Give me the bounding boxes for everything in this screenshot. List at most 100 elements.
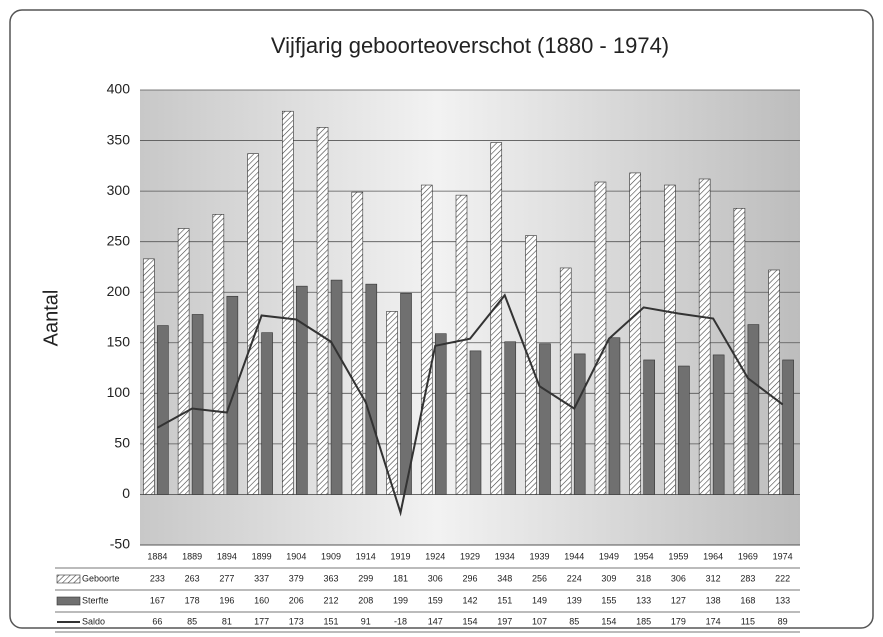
x-tick-label: 1944 <box>564 551 584 561</box>
table-value: 283 <box>740 573 755 583</box>
x-tick-label: 1974 <box>773 551 793 561</box>
x-tick-label: 1914 <box>356 551 376 561</box>
bar <box>143 258 155 495</box>
table-value: 318 <box>636 573 651 583</box>
y-tick-label: 350 <box>107 131 131 147</box>
table-value: 138 <box>706 595 721 605</box>
bar <box>316 127 329 495</box>
table-value: 167 <box>150 595 165 605</box>
table-value: 196 <box>219 595 234 605</box>
table-value: 263 <box>185 573 200 583</box>
y-tick-label: 0 <box>122 485 130 501</box>
bar <box>420 184 433 495</box>
y-axis-label: Aantal <box>40 290 62 347</box>
bar <box>177 228 190 495</box>
x-tick-label: 1894 <box>217 551 237 561</box>
table-value: -18 <box>394 616 407 626</box>
bar <box>608 337 621 495</box>
bar <box>559 267 572 495</box>
table-value: 222 <box>775 573 790 583</box>
bar <box>469 350 482 495</box>
line <box>156 293 784 517</box>
bar <box>643 359 655 495</box>
table-value: 379 <box>289 573 304 583</box>
bar <box>455 194 468 495</box>
x-tick-label: 1949 <box>599 551 619 561</box>
table-value: 296 <box>462 573 477 583</box>
table-value: 159 <box>428 595 443 605</box>
bar <box>733 208 746 495</box>
table-value: 306 <box>671 573 686 583</box>
y-tick-label: 400 <box>107 81 131 97</box>
x-tick-label: 1934 <box>495 551 515 561</box>
bar <box>247 153 259 495</box>
table-value: 160 <box>254 595 269 605</box>
table-value: 151 <box>497 595 512 605</box>
y-tick-label: 100 <box>107 384 131 400</box>
bar <box>490 142 503 495</box>
table-value: 81 <box>222 616 232 626</box>
x-tick-label: 1959 <box>668 551 688 561</box>
legend-label: Sterfte <box>82 595 109 605</box>
table-value: 139 <box>567 595 582 605</box>
table-value: 151 <box>324 616 339 626</box>
bar <box>504 341 517 495</box>
table-value: 168 <box>740 595 755 605</box>
table-value: 206 <box>289 595 304 605</box>
table-value: 197 <box>497 616 512 626</box>
table-value: 177 <box>254 616 269 626</box>
bar <box>678 365 690 495</box>
bar <box>782 359 794 495</box>
bar <box>282 110 294 495</box>
table-value: 127 <box>671 595 686 605</box>
bar <box>768 269 780 495</box>
table-value: 256 <box>532 573 547 583</box>
bar <box>261 332 273 495</box>
table-value: 208 <box>358 595 373 605</box>
bar <box>698 178 711 495</box>
y-tick-label: 250 <box>107 232 131 248</box>
table-value: 233 <box>150 573 165 583</box>
table-value: 85 <box>187 616 197 626</box>
bar <box>712 354 725 495</box>
bar <box>434 333 447 495</box>
table-value: 66 <box>152 616 162 626</box>
bar <box>629 172 641 495</box>
x-tick-label: 1929 <box>460 551 480 561</box>
table-value: 179 <box>671 616 686 626</box>
table-value: 154 <box>462 616 477 626</box>
table-value: 147 <box>428 616 443 626</box>
table-value: 89 <box>778 616 788 626</box>
y-tick-label: 300 <box>107 182 131 198</box>
table-value: 348 <box>497 573 512 583</box>
bar <box>365 283 378 495</box>
table-value: 277 <box>219 573 234 583</box>
legend-swatch <box>56 574 81 584</box>
table-value: 363 <box>324 573 339 583</box>
x-tick-label: 1904 <box>286 551 306 561</box>
table-value: 224 <box>567 573 582 583</box>
bar <box>573 353 586 495</box>
x-tick-label: 1919 <box>391 551 411 561</box>
x-tick-label: 1969 <box>738 551 758 561</box>
x-tick-label: 1889 <box>182 551 202 561</box>
table-value: 142 <box>462 595 477 605</box>
y-tick-label: 50 <box>114 435 130 451</box>
table-value: 178 <box>185 595 200 605</box>
table-value: 115 <box>741 616 755 626</box>
table-value: 306 <box>428 573 443 583</box>
table-value: 173 <box>289 616 304 626</box>
legend-label: Saldo <box>82 616 105 626</box>
y-tick-label: -50 <box>110 536 130 552</box>
table-value: 312 <box>706 573 721 583</box>
bar <box>594 181 607 495</box>
table-value: 107 <box>532 616 547 626</box>
x-tick-label: 1884 <box>147 551 167 561</box>
bar <box>386 311 398 495</box>
x-tick-label: 1939 <box>529 551 549 561</box>
x-tick-label: 1964 <box>703 551 723 561</box>
table-value: 154 <box>601 616 616 626</box>
bar <box>400 292 412 495</box>
bar <box>191 314 204 495</box>
